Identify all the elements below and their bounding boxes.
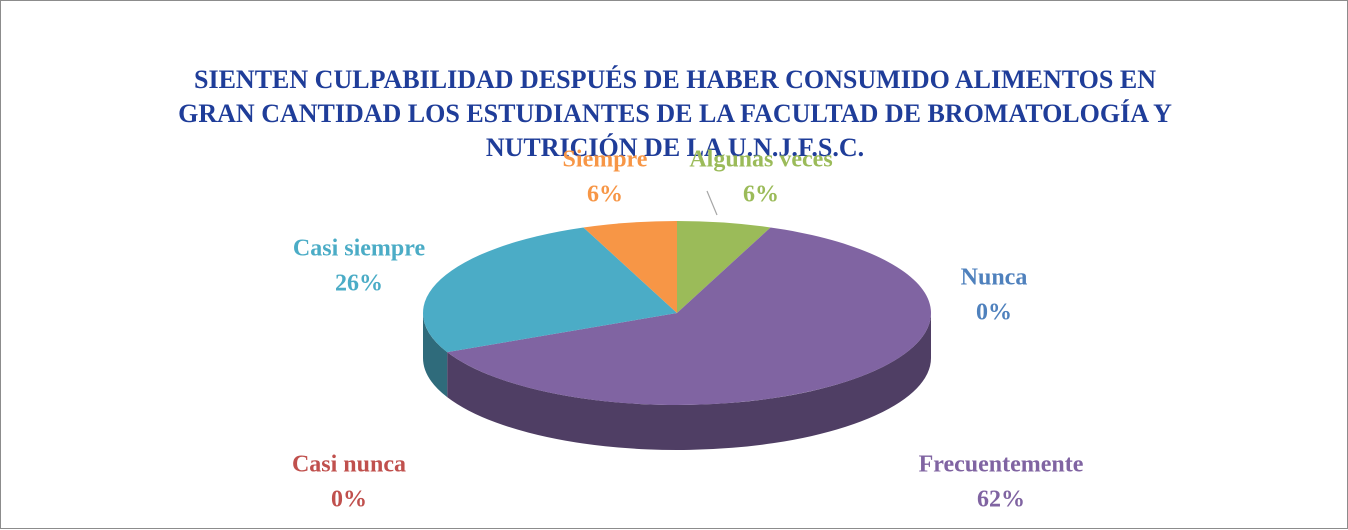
slice-label-name: Algunas veces (689, 147, 832, 173)
slice-label-value: 6% (587, 182, 623, 208)
pie-sides (423, 313, 931, 451)
slice-label-name: Casi siempre (293, 236, 426, 262)
slice-label-name: Frecuentemente (919, 452, 1084, 478)
slice-label-value: 62% (977, 487, 1025, 513)
pie-side (447, 313, 931, 451)
pie-slice (583, 221, 677, 313)
slice-label-value: 26% (335, 271, 383, 297)
pie-slice (677, 221, 771, 313)
slice-label-name: Casi nunca (292, 452, 406, 478)
pie-slice (422, 227, 677, 353)
leader-line (706, 190, 718, 216)
slice-label-name: Nunca (961, 265, 1028, 291)
slice-label-name: Siempre (563, 147, 648, 173)
slice-label-value: 0% (331, 487, 367, 513)
pie-side (423, 313, 448, 398)
chart-title: SIENTEN CULPABILIDAD DESPUÉS DE HABER CO… (178, 65, 1172, 162)
slice-label-value: 6% (743, 182, 779, 208)
pie-tops (422, 221, 931, 405)
pie-slice (447, 227, 931, 405)
slice-label-value: 0% (976, 300, 1012, 326)
